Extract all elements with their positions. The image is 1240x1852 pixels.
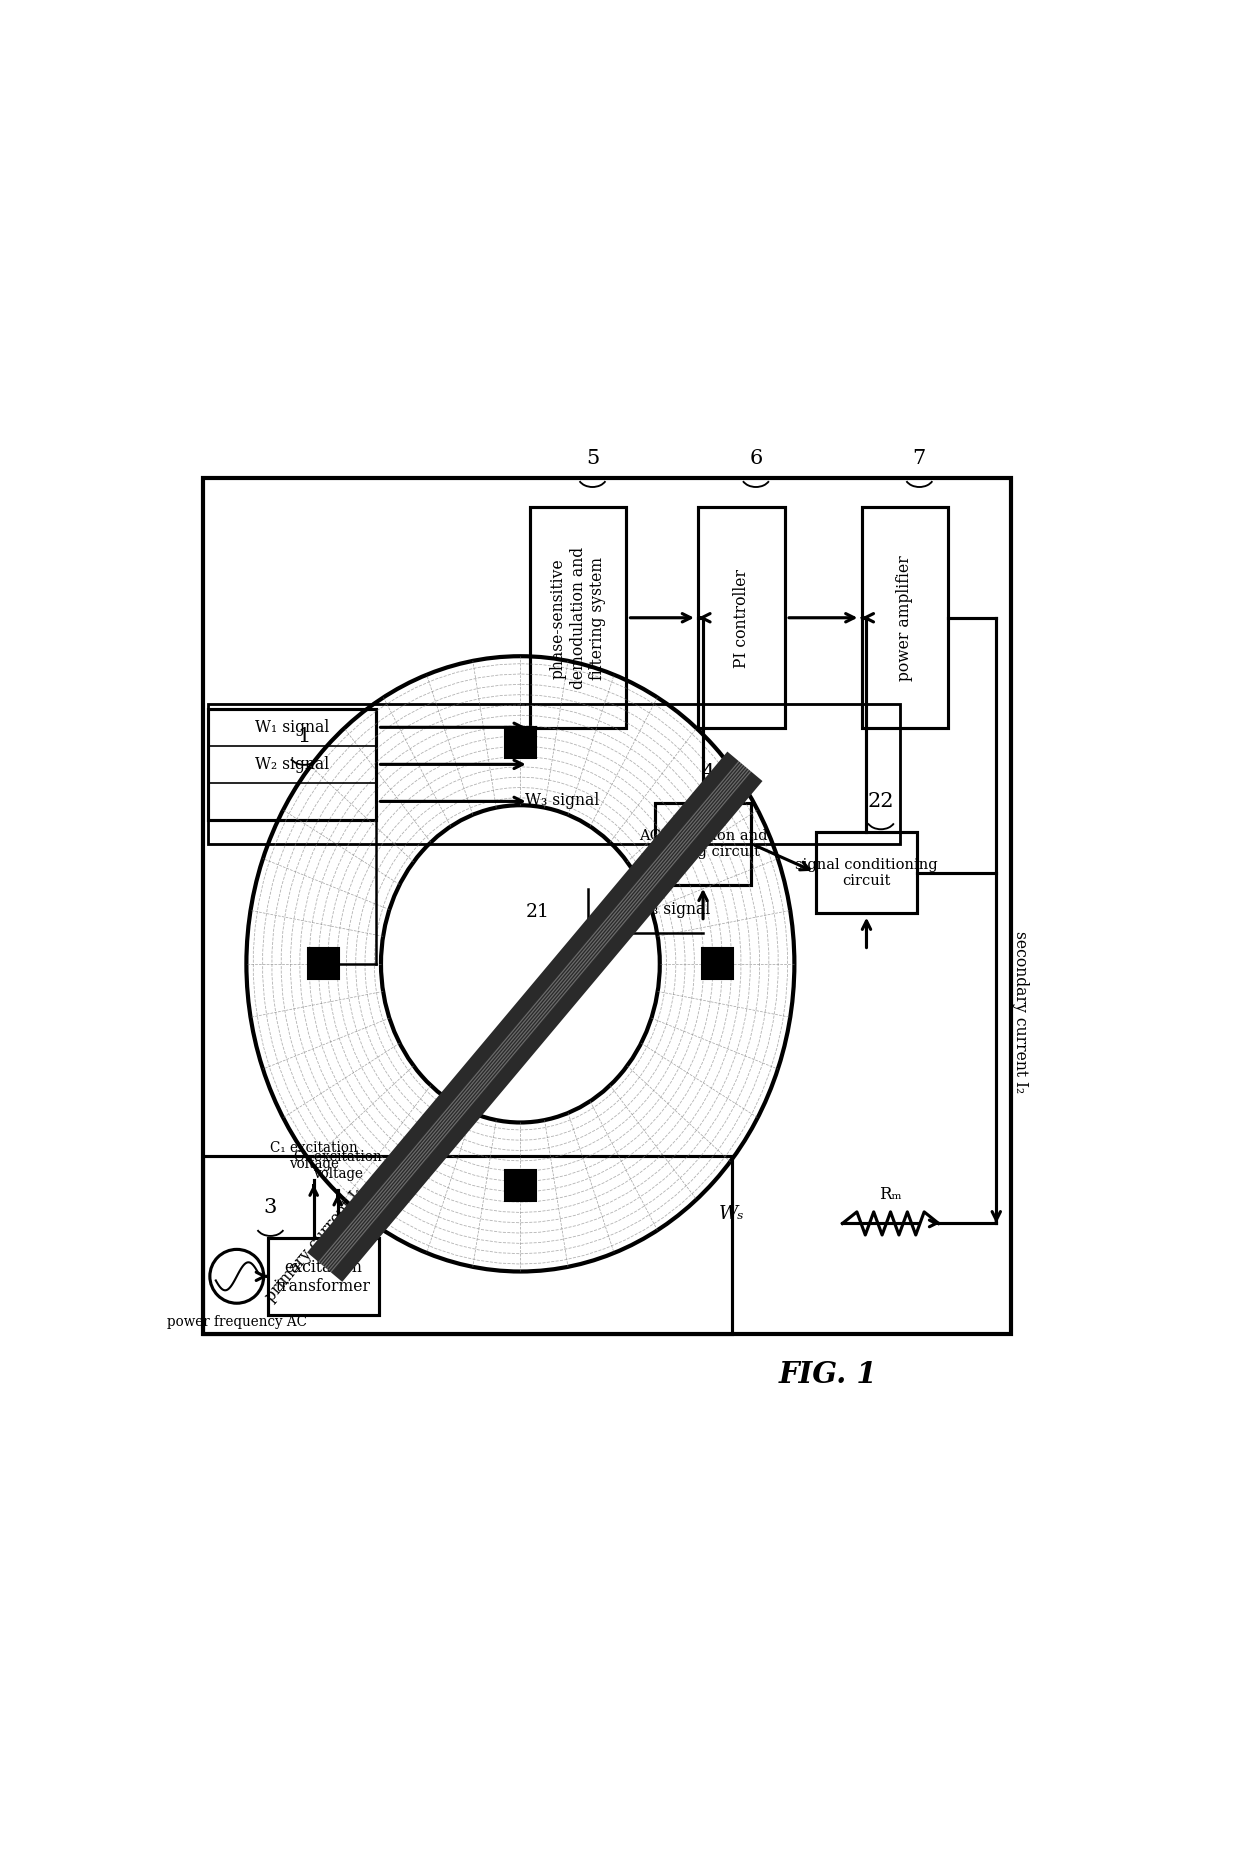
Text: 3: 3 (264, 1198, 277, 1217)
Text: primary current I₁: primary current I₁ (262, 1183, 368, 1306)
Text: W₁ signal: W₁ signal (255, 719, 329, 735)
Bar (208, 704, 900, 845)
Text: 7: 7 (913, 450, 925, 469)
Bar (203, 478, 1011, 1333)
Bar (268, 1237, 378, 1315)
Bar (203, 1156, 732, 1333)
Text: Rₘ: Rₘ (879, 1185, 901, 1202)
Bar (529, 507, 626, 728)
Text: FIG. 1: FIG. 1 (779, 1359, 877, 1389)
Text: C₂ excitation
voltage: C₂ excitation voltage (294, 1150, 382, 1180)
Bar (308, 948, 339, 980)
Text: W₃ signal: W₃ signal (635, 900, 709, 917)
Text: W₃ signal: W₃ signal (525, 793, 599, 809)
Text: 22: 22 (867, 791, 894, 811)
Text: secondary current I₂: secondary current I₂ (1012, 932, 1028, 1093)
Text: phase-sensitive
demodulation and
filtering system: phase-sensitive demodulation and filteri… (549, 546, 606, 689)
Text: signal conditioning
circuit: signal conditioning circuit (795, 857, 937, 887)
Bar (816, 832, 916, 913)
Bar (702, 948, 733, 980)
Text: C₁ excitation
voltage: C₁ excitation voltage (270, 1141, 357, 1170)
Text: 5: 5 (585, 450, 599, 469)
Text: PI controller: PI controller (733, 569, 750, 667)
Text: 21: 21 (525, 904, 549, 920)
Bar (505, 728, 536, 757)
Text: 6: 6 (749, 450, 763, 469)
Text: W₂ signal: W₂ signal (255, 756, 329, 772)
Bar (698, 507, 785, 728)
Text: power frequency AC: power frequency AC (166, 1315, 306, 1330)
Text: 1: 1 (298, 728, 311, 746)
Text: 4: 4 (701, 763, 714, 782)
Bar (505, 1170, 536, 1200)
Bar (208, 709, 376, 820)
Bar (862, 507, 947, 728)
Text: AC detection and
filtering circuit: AC detection and filtering circuit (639, 830, 768, 859)
Text: Wₛ: Wₛ (719, 1206, 744, 1222)
Text: excitation
transformer: excitation transformer (275, 1258, 371, 1295)
Text: power amplifier: power amplifier (897, 556, 913, 682)
Bar (655, 804, 750, 885)
